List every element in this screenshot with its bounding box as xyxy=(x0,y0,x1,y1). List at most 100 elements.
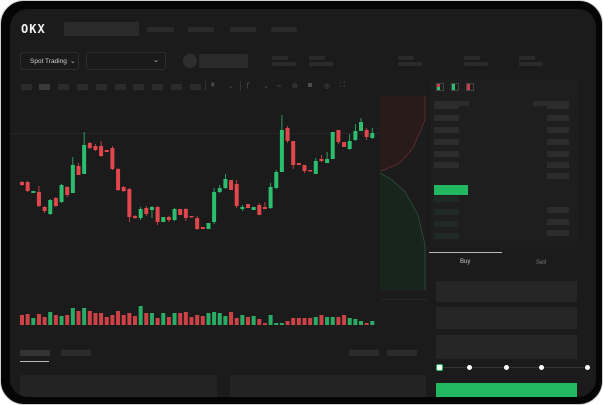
chart-divider xyxy=(381,299,428,300)
orderbook-sell-icon[interactable] xyxy=(466,83,474,91)
volume-bar xyxy=(212,312,217,325)
ask-price[interactable] xyxy=(434,139,459,145)
candle-body xyxy=(127,189,132,217)
orderbook-buy-icon[interactable] xyxy=(451,83,459,91)
ask-price[interactable] xyxy=(434,162,459,168)
timeframe-button[interactable] xyxy=(152,84,163,90)
total-input[interactable] xyxy=(436,335,577,359)
bottom-action[interactable] xyxy=(387,350,417,356)
volume-bar xyxy=(121,315,126,325)
ask-price[interactable] xyxy=(434,127,459,133)
nav-item[interactable] xyxy=(230,27,256,32)
orders-panel xyxy=(20,375,217,397)
settings-icon[interactable]: ◎ xyxy=(324,83,331,90)
bottom-tab[interactable] xyxy=(61,350,91,356)
volume-bar xyxy=(183,312,188,325)
volume-bar xyxy=(93,313,98,325)
volume-bar xyxy=(308,318,313,325)
buy-button[interactable] xyxy=(436,383,577,397)
candle-body xyxy=(149,207,154,210)
draw-icon[interactable]: ∼ xyxy=(276,83,282,90)
volume-bar xyxy=(70,308,75,325)
timeframe-button[interactable] xyxy=(58,84,69,90)
volume-bar xyxy=(268,315,273,325)
divider xyxy=(240,81,241,91)
volume-bar xyxy=(274,323,279,325)
candle-body xyxy=(161,217,166,222)
volume-bar xyxy=(246,317,250,325)
bottom-tab-open-orders[interactable] xyxy=(20,350,50,356)
candle-icon[interactable]: ⩩ xyxy=(211,82,215,89)
order-size xyxy=(547,162,569,168)
price-input[interactable] xyxy=(436,281,577,302)
stat-value xyxy=(272,62,296,66)
stat-label xyxy=(398,56,414,60)
bid-price[interactable] xyxy=(434,221,459,227)
ruler-icon[interactable]: ⊘ xyxy=(292,83,298,90)
fullscreen-icon[interactable]: ⛶ xyxy=(340,82,345,89)
market-type-dropdown[interactable]: Spot Trading ⌄ xyxy=(20,52,79,70)
depth-bid-area xyxy=(380,173,425,290)
bid-price[interactable] xyxy=(434,196,459,202)
bid-price[interactable] xyxy=(434,233,459,239)
chart-gridline xyxy=(10,133,420,134)
orderbook-both-icon[interactable] xyxy=(436,83,444,91)
sell-tab[interactable]: Sell xyxy=(536,260,547,266)
buy-tab[interactable]: Buy xyxy=(460,259,471,265)
timeframe-button[interactable] xyxy=(39,84,50,90)
volume-bar xyxy=(291,318,296,325)
volume-bar xyxy=(336,317,341,325)
ask-price[interactable] xyxy=(434,115,459,121)
timeframe-button[interactable] xyxy=(171,84,182,90)
nav-item[interactable] xyxy=(188,27,214,32)
chevron-down-icon[interactable]: ⌄ xyxy=(263,83,269,90)
amount-input[interactable] xyxy=(436,307,577,329)
candle-body xyxy=(319,159,324,161)
bottom-action[interactable] xyxy=(349,350,379,356)
candle-body xyxy=(42,207,47,211)
bid-price[interactable] xyxy=(434,209,459,215)
search-bar[interactable] xyxy=(64,22,139,36)
timeframe-button[interactable] xyxy=(133,84,144,90)
indicator-icon[interactable]: ƒ xyxy=(246,82,250,89)
order-size xyxy=(547,219,569,225)
slider-stop[interactable] xyxy=(467,365,472,370)
volume-bar xyxy=(110,315,115,325)
volume-bar xyxy=(279,323,284,325)
volume-bar xyxy=(364,323,369,325)
volume-bar xyxy=(36,314,41,325)
camera-icon[interactable]: ◙ xyxy=(308,82,313,89)
timeframe-button[interactable] xyxy=(77,84,88,90)
candle-body xyxy=(336,130,341,142)
timeframe-button[interactable] xyxy=(190,84,201,90)
timeframe-button[interactable] xyxy=(96,84,107,90)
chevron-down-icon[interactable]: ⌄ xyxy=(228,83,234,90)
slider-stop[interactable] xyxy=(504,365,509,370)
pair-dropdown[interactable]: ⌄ xyxy=(86,52,166,70)
candle-body xyxy=(359,122,363,131)
timeframe-button[interactable] xyxy=(115,84,126,90)
candle-body xyxy=(155,207,160,222)
candle-body xyxy=(279,130,284,172)
volume-bar xyxy=(257,319,262,325)
leverage-slider-handle[interactable] xyxy=(436,364,443,371)
ask-price[interactable] xyxy=(434,103,459,109)
leverage-slider-track[interactable] xyxy=(440,367,590,368)
order-size xyxy=(547,173,569,179)
candle-body xyxy=(25,182,30,191)
candle-body xyxy=(65,187,70,195)
stat-label xyxy=(272,56,288,60)
candle-body xyxy=(189,216,194,218)
nav-item[interactable] xyxy=(147,27,174,32)
ask-price[interactable] xyxy=(434,151,459,157)
timeframe-button[interactable] xyxy=(21,84,32,90)
nav-item[interactable] xyxy=(271,27,297,32)
volume-bar xyxy=(149,313,154,325)
divider xyxy=(205,81,206,91)
slider-stop[interactable] xyxy=(585,365,590,370)
volume-bar xyxy=(172,313,177,325)
slider-stop[interactable] xyxy=(539,365,544,370)
volume-bar xyxy=(138,306,143,325)
